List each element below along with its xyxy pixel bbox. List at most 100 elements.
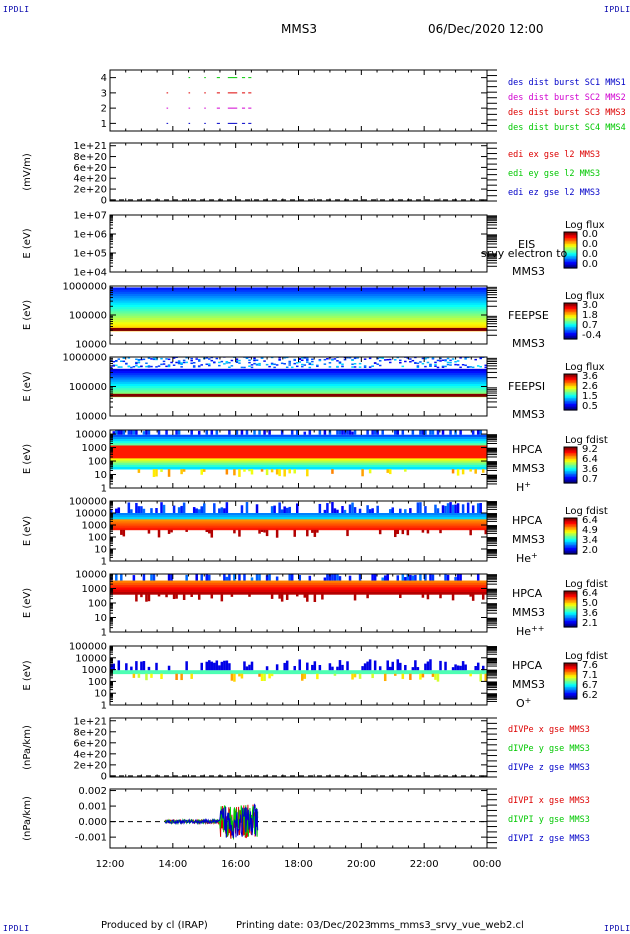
colorbar-cell-feepsi <box>564 401 577 404</box>
colorbar-cell-hpca-h <box>564 466 577 469</box>
spectrogram-speckle-feepsi <box>175 357 178 359</box>
spectrogram-speckle-feepsi <box>182 359 186 362</box>
colorbar-cell-hpca-o <box>564 667 577 670</box>
spectrogram-speckle-feepsi <box>479 357 482 360</box>
spectrogram-speckle-hpca-h <box>278 469 281 477</box>
spectrogram-band-hpca-he <box>110 521 487 524</box>
y-tick-label-burst-0: 4 <box>101 73 107 84</box>
spectrogram-speckle-hpca-he2 <box>396 575 400 581</box>
spectrogram-speckle-hpca-h <box>394 430 397 435</box>
spectrogram-speckle-hpca-he2 <box>290 574 294 581</box>
spectrogram-speckle-hpca-o <box>459 665 462 671</box>
spectrogram-speckle-hpca-o <box>142 661 146 671</box>
y-tick-label-hpca-he2-4: 1 <box>101 628 107 639</box>
colorbar-cell-hpca-he <box>564 549 577 552</box>
panel-instrument-feepse: FEEPSE <box>508 309 549 322</box>
colorbar-frame-hpca-he <box>563 517 578 555</box>
legend-divpi-1: dIVPI y gse MMS3 <box>508 815 590 825</box>
spectrogram-speckle-feepsi <box>197 365 201 368</box>
spectrogram-speckle-hpca-he <box>404 509 407 513</box>
spectrogram-speckle-feepsi <box>374 352 377 354</box>
spectrogram-speckle-feepsi <box>188 353 191 355</box>
colorbar-cell-hpca-o <box>564 663 577 666</box>
spectrogram-speckle-hpca-h <box>449 430 452 435</box>
spectrogram-speckle-hpca-o <box>424 663 427 671</box>
spectrogram-speckle-hpca-he2 <box>195 574 198 581</box>
spectrogram-speckle-hpca-he2 <box>250 577 254 581</box>
spectrogram-speckle-feepsi <box>216 353 219 355</box>
colorbar-cell-eis <box>564 254 577 257</box>
spectrogram-speckle-hpca-he <box>270 506 274 513</box>
spectrogram-speckle-feepsi <box>120 351 123 353</box>
spectrogram-speckle-feepsi <box>454 352 457 354</box>
spectrogram-speckle-hpca-he2 <box>481 594 485 600</box>
spectrogram-speckle-feepsi <box>255 364 259 366</box>
spectrogram-speckle-feepsi <box>308 362 312 364</box>
spectrogram-band-hpca-he <box>110 515 487 518</box>
spectrogram-speckle-hpca-he <box>371 508 374 513</box>
spectrogram-speckle-hpca-h <box>167 469 171 477</box>
spectrogram-speckle-hpca-he <box>306 529 309 537</box>
spectrogram-speckle-hpca-he2 <box>424 574 427 581</box>
spectrogram-speckle-feepsi <box>391 353 394 355</box>
spectrogram-speckle-feepsi <box>449 353 452 355</box>
colorbar-cell-hpca-o <box>564 666 577 669</box>
colorbar-cell-hpca-he2 <box>564 594 577 597</box>
spectrogram-speckle-feepsi <box>195 350 198 352</box>
colorbar-cell-hpca-h <box>564 471 577 474</box>
spectrogram-speckle-feepsi <box>479 365 482 368</box>
spectrogram-speckle-hpca-o <box>419 673 422 680</box>
spectrogram-speckle-feepsi <box>421 362 425 365</box>
spectrogram-speckle-feepsi <box>296 347 299 349</box>
colorbar-label-eis-2: 0.0 <box>582 249 598 260</box>
spectrogram-speckle-hpca-he2 <box>115 574 118 581</box>
spectrogram-speckle-hpca-o <box>456 665 460 671</box>
spectrogram-speckle-feepsi <box>298 357 302 360</box>
colorbar-label-hpca-h-2: 3.6 <box>582 464 598 475</box>
spectrogram-band-hpca-h <box>110 454 487 457</box>
spectrogram-speckle-feepsi <box>113 355 116 357</box>
spectrogram-speckle-hpca-o <box>112 663 116 671</box>
spectrogram-speckle-feepsi <box>472 350 475 352</box>
colorbar-title-hpca-h: Log fdist <box>565 435 608 446</box>
spectrogram-speckle-feepsi <box>353 366 357 368</box>
spectrogram-speckle-hpca-o <box>220 661 224 671</box>
spectrogram-speckle-feepsi <box>376 363 379 365</box>
spectrogram-speckle-hpca-he2 <box>230 594 234 597</box>
spectrogram-speckle-feepsi <box>172 364 176 366</box>
spectrogram-speckle-hpca-he2 <box>210 594 214 599</box>
colorbar-cell-feepse <box>564 327 577 330</box>
spectrogram-speckle-hpca-o <box>285 660 289 671</box>
colorbar-cell-hpca-he2 <box>564 600 577 603</box>
spectrogram-speckle-feepsi <box>434 361 437 364</box>
spectrogram-speckle-feepsi <box>416 365 420 367</box>
colorbar-cell-hpca-o <box>564 685 577 688</box>
spectrogram-speckle-feepsi <box>319 349 322 351</box>
spectrogram-speckle-feepsi <box>427 353 430 355</box>
spectrogram-speckle-hpca-he <box>265 529 269 537</box>
panel-spacecraft-eis: MMS3 <box>512 265 545 278</box>
spectrogram-speckle-feepsi <box>158 349 161 351</box>
spectrogram-speckle-feepsi <box>429 363 432 366</box>
colorbar-title-feepsi: Log flux <box>565 362 605 373</box>
spectrogram-speckle-feepsi <box>437 354 440 356</box>
spectrogram-speckle-feepsi <box>205 357 209 359</box>
spectrogram-speckle-feepsi <box>180 362 183 364</box>
spectrogram-speckle-feepsi <box>208 363 211 365</box>
spectrogram-hpca-he <box>110 502 487 538</box>
spectrogram-speckle-feepsi <box>391 347 394 349</box>
colorbar-cell-hpca-h <box>564 450 577 453</box>
spectrogram-speckle-feepsi <box>339 352 342 354</box>
spectrogram-speckle-hpca-h <box>157 430 161 435</box>
spectrogram-speckle-feepsi <box>253 359 256 362</box>
spectrogram-feepse <box>110 287 487 332</box>
spectrogram-speckle-feepsi <box>482 351 485 353</box>
panel-species-hpca-o: O+ <box>516 696 531 711</box>
spectrogram-speckle-feepsi <box>221 348 224 350</box>
spectrogram-speckle-hpca-he <box>376 505 379 513</box>
legend-burst-3: des dist burst SC4 MMS4 <box>508 123 626 133</box>
spectrogram-speckle-feepsi <box>162 360 166 363</box>
spectrogram-speckle-hpca-o <box>218 665 221 671</box>
spectrogram-speckle-hpca-o <box>333 673 337 676</box>
spectrogram-speckle-feepsi <box>308 366 312 369</box>
